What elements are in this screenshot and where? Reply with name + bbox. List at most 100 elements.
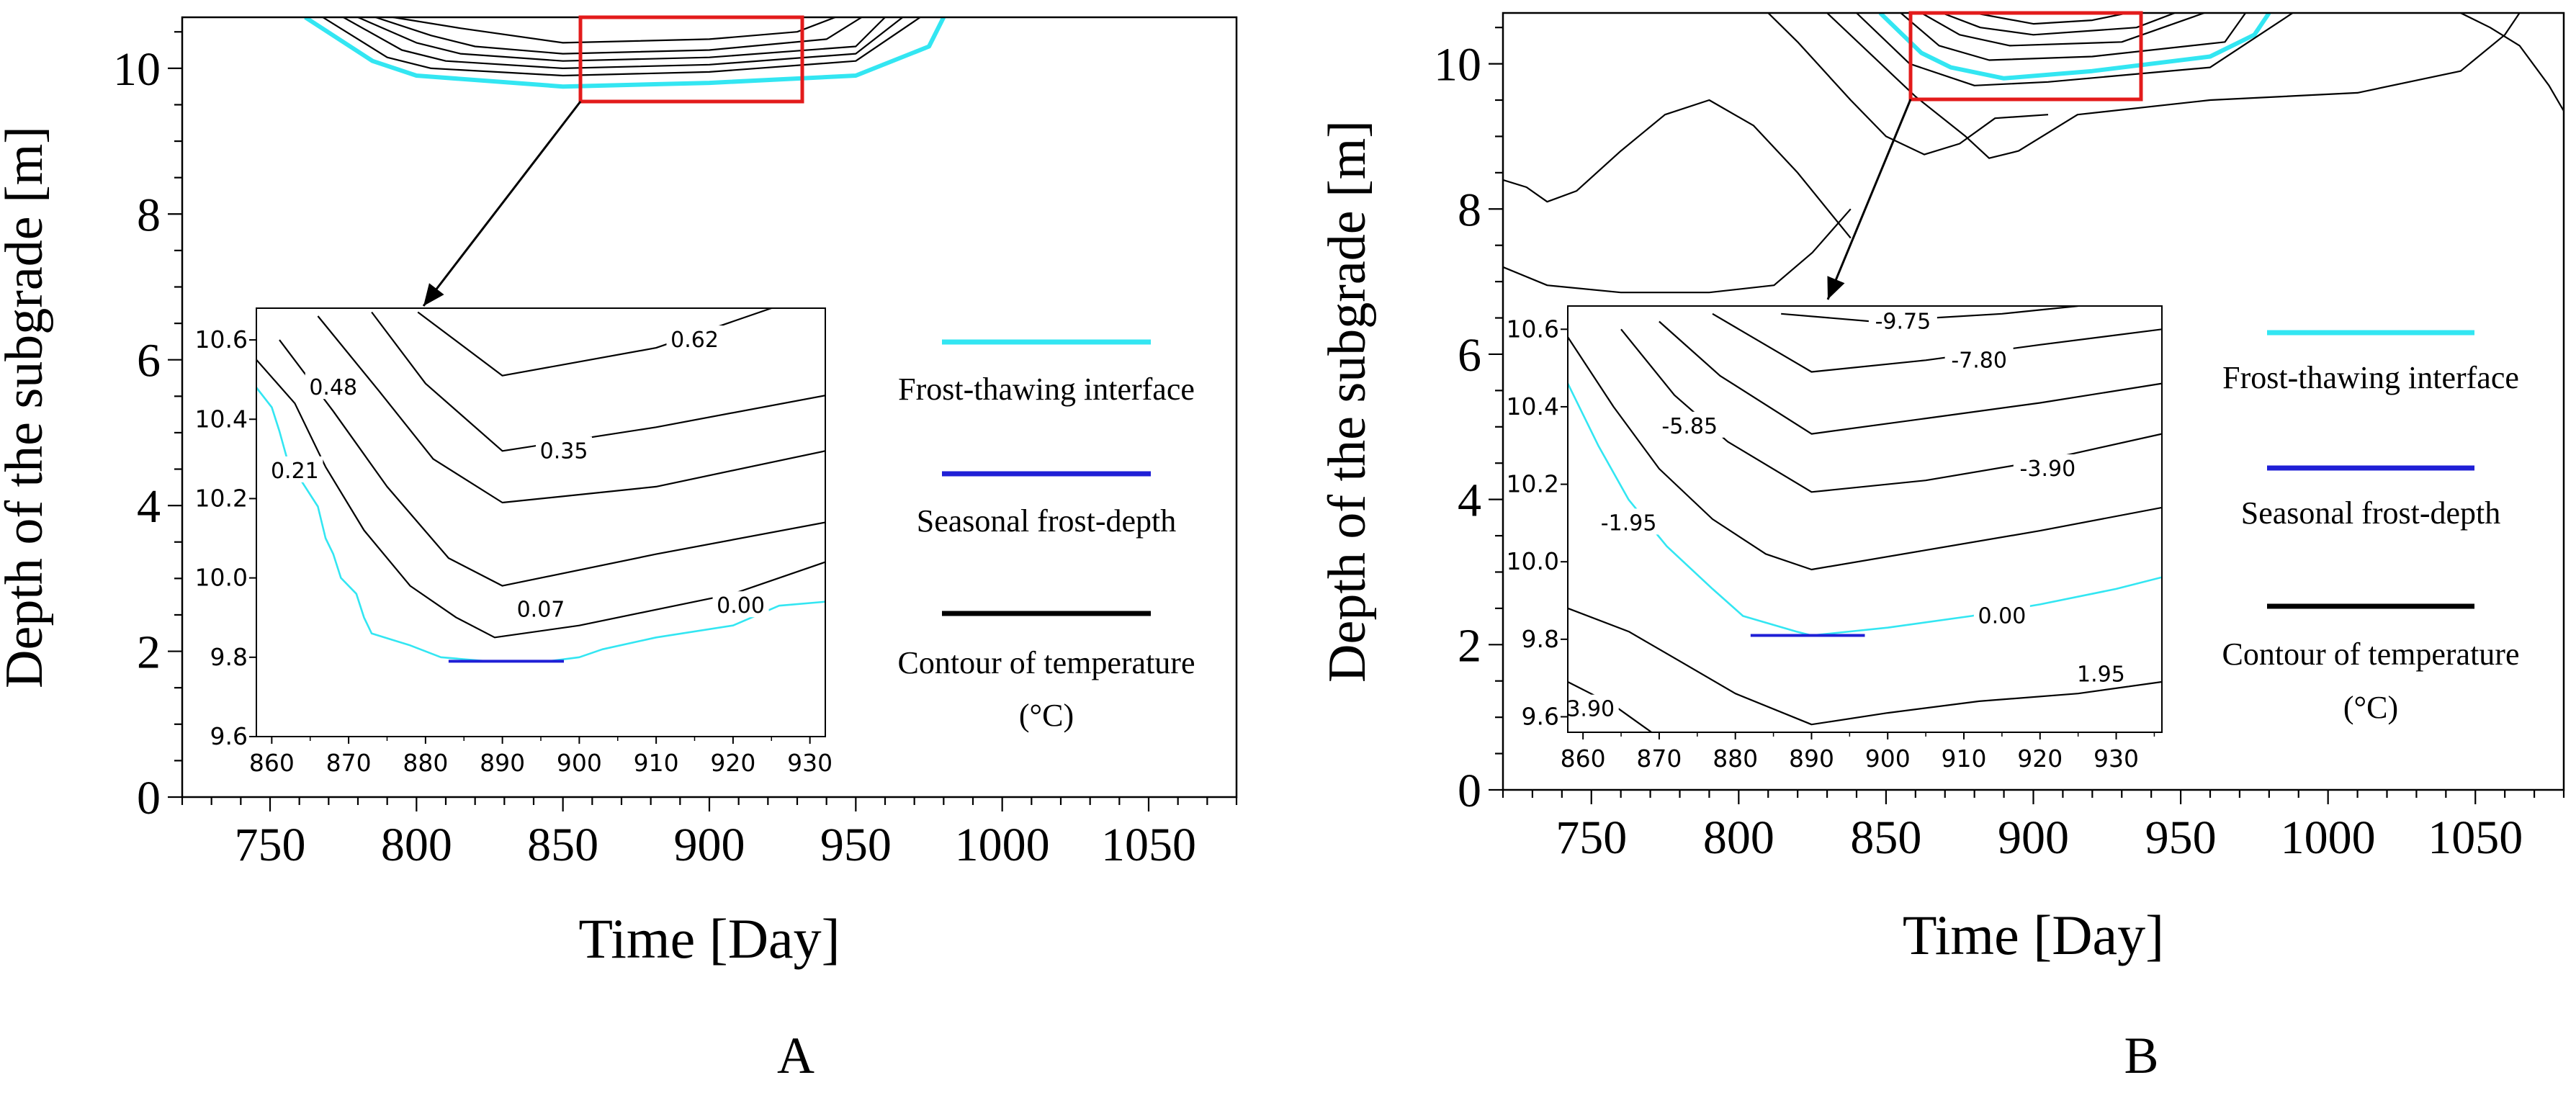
inset-x-tick-label: 930: [787, 749, 833, 777]
legend-label: Seasonal frost-depth: [2241, 495, 2500, 531]
temperature-contour: [1826, 13, 2521, 159]
inset-x-tick-label: 860: [1561, 745, 1606, 773]
inset-x-tick-label: 880: [1713, 745, 1758, 773]
inset-y-tick-label: 9.6: [210, 722, 248, 750]
inset-background: [256, 308, 825, 737]
legend-sublabel: (°C): [1019, 698, 1074, 733]
inset-x-tick-label: 900: [1865, 745, 1911, 773]
zoom-region-box: [578, 15, 804, 104]
inset-y-tick-label: 10.6: [195, 325, 248, 354]
y-tick-label: 6: [1458, 329, 1481, 382]
inset-temperature-contour: [1659, 320, 2162, 435]
x-tick-label: 750: [1556, 811, 1627, 864]
y-tick-label: 0: [1458, 765, 1481, 817]
temperature-contour: [375, 17, 863, 55]
y-axis-label: Depth of the subgrade [m]: [0, 126, 54, 688]
x-tick-label: 750: [235, 819, 306, 871]
contour-label: 1.95: [2077, 662, 2125, 687]
legend-label: Frost-thawing interface: [2222, 360, 2519, 395]
legend-label: Contour of temperature: [898, 645, 1195, 680]
x-tick-label: 950: [820, 819, 892, 871]
y-tick-label: 8: [1458, 184, 1481, 236]
inset-x-tick-label: 860: [249, 749, 295, 777]
temperature-contour: [1900, 13, 2246, 61]
legend-sublabel: (°C): [2343, 690, 2398, 725]
inset-temperature-contour: [256, 359, 825, 639]
inset-contours: 0.00 0.07 0.21 0.35 0.48 0.62: [256, 308, 825, 662]
inset-x-tick-label: 910: [634, 749, 679, 777]
x-tick-label: 800: [381, 819, 452, 871]
chart-panel-b: 750 800 850 900 950 1000 1050 0 2 4 6 8 10 Time [Day]…: [1318, 11, 2565, 1084]
temperature-contour: [1503, 208, 1852, 294]
inset-temperature-contour: [1568, 336, 2162, 571]
y-axis-label: Depth of the subgrade [m]: [1318, 120, 1377, 683]
inset-temperature-contour: [1781, 306, 2078, 323]
temperature-contour: [1942, 13, 2176, 36]
contour-label-bg: [1594, 508, 1664, 535]
temperature-contour: [1503, 99, 1852, 239]
legend-label: Seasonal frost-depth: [917, 503, 1176, 539]
legend: Frost-thawing interface Seasonal frost-de…: [898, 339, 1195, 733]
x-axis-label: Time [Day]: [1903, 904, 2164, 966]
temperature-contour: [357, 17, 886, 62]
frost-thawing-interface-line: [304, 17, 946, 89]
main-contours: [304, 17, 946, 89]
x-tick-label: 850: [1850, 811, 1921, 864]
legend-label: Contour of temperature: [2222, 637, 2520, 672]
inset-temperature-contour: [1712, 312, 2162, 373]
contour-label-bg: [666, 325, 723, 352]
x-tick-label: 900: [674, 819, 745, 871]
temperature-contour: [1921, 13, 2205, 47]
contour-label-bg: [513, 595, 569, 621]
contour-label: 0.62: [670, 328, 719, 353]
contour-label-bg: [1868, 307, 1937, 333]
inset-x-tick-label: 890: [480, 749, 525, 777]
zoom-arrow-line: [422, 101, 582, 307]
contour-label-bg: [1655, 411, 1724, 438]
contour-label: -1.95: [1601, 510, 1657, 536]
zoom-arrow-head: [1827, 276, 1845, 300]
contour-label-bg: [266, 456, 323, 482]
inset-y-tick-label: 10.2: [1507, 470, 1559, 498]
inset-temperature-contour: [279, 339, 825, 587]
y-tick-label: 6: [137, 335, 161, 387]
zoom-arrow-head: [423, 283, 444, 306]
contour-label: -7.80: [1951, 348, 2007, 373]
inset-x-tick-label: 920: [2017, 745, 2063, 773]
y-tick-label: 10: [1434, 39, 1481, 91]
inset-background: [1568, 306, 2162, 732]
contour-label-bg: [712, 591, 769, 618]
inset-interface-contour: [1568, 383, 2162, 637]
contour-label-bg: [1973, 601, 2030, 628]
inset-frame: [1567, 305, 2163, 733]
contour-label-bg: [1944, 346, 2014, 372]
inset-y-tick-label: 9.8: [210, 643, 248, 671]
y-tick-label: 8: [137, 189, 161, 241]
y-tick-label: 4: [137, 480, 161, 533]
zoom-arrow-line: [1826, 99, 1912, 300]
x-tick-label: 800: [1703, 811, 1774, 864]
contour-label: -9.75: [1875, 310, 1931, 335]
temperature-contour: [343, 17, 904, 69]
x-tick-label: 1050: [2428, 811, 2523, 864]
inset-y-tick-label: 10.6: [1507, 315, 1559, 343]
inset-contours: 0.00 1.95 3.90 -1.95 -3.90 -5.85 -7.80 -9.75: [1566, 306, 2162, 732]
panel-label: A: [777, 1027, 814, 1084]
contour-label: -5.85: [1661, 414, 1718, 439]
temperature-contour: [2460, 13, 2564, 112]
chart-panel-a: 750 800 850 900 950 1000 1050 0 2 4 6 8 10 Time [Day]…: [0, 15, 1238, 1084]
temperature-contour: [1856, 13, 2294, 86]
contour-label: 3.90: [1566, 697, 1615, 722]
contour-label: 0.00: [1978, 604, 2026, 629]
temperature-contour: [1974, 13, 2128, 25]
contour-label: 0.48: [309, 375, 357, 400]
y-tick-label: 0: [137, 772, 161, 824]
contour-label: 0.21: [271, 459, 319, 484]
x-axis-label: Time [Day]: [578, 907, 840, 970]
contour-label-bg: [1568, 694, 1619, 721]
temperature-contour: [392, 17, 836, 44]
inset-chart: 0.00 0.07 0.21 0.35 0.48 0.62 860 870 880 890 900 9…: [195, 307, 833, 777]
inset-temperature-contour: [317, 315, 825, 504]
frost-thawing-interface-line: [1878, 13, 2271, 81]
